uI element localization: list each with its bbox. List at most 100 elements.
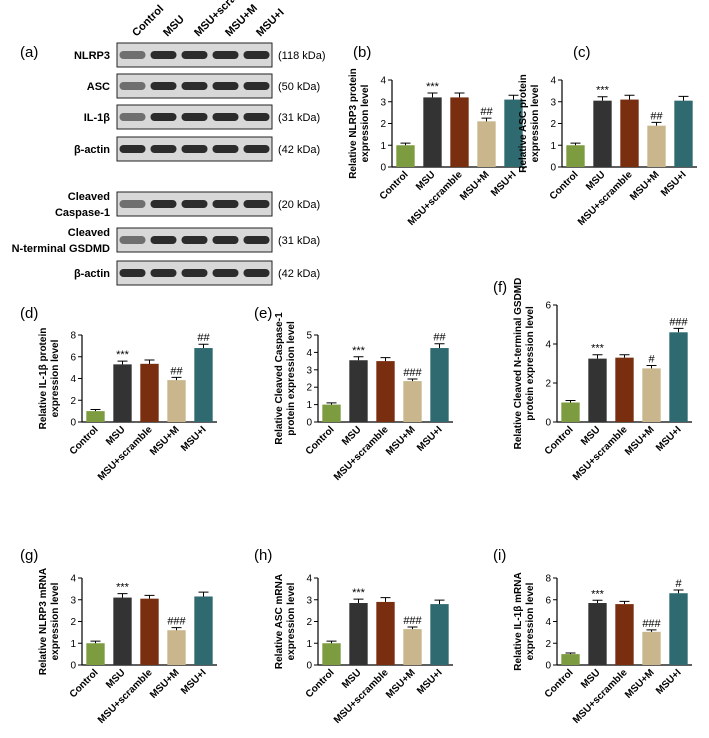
x-tick-label: MSU+M [623,667,657,701]
bar [194,348,213,422]
y-tick-label: 2 [70,617,76,628]
band [243,269,270,277]
bar-chart: (e) 0 1 2 3 4 5 Relative Cleaved Caspase-1 prote… [254,305,453,483]
error-bar [171,376,182,381]
x-tick-label: MSU+M [628,169,662,203]
y-tick-label: 2 [545,379,551,390]
error-bar [407,378,418,382]
band-size: (31 kDa) [278,112,320,124]
error-bar [400,142,411,146]
y-tick-label: 2 [550,119,556,130]
bar [588,358,607,422]
bar [86,643,105,665]
significance: ## [650,110,663,122]
y-axis-label: expression level [50,339,61,417]
error-bar [481,117,492,122]
band [181,51,208,59]
y-tick-label: 0 [550,163,556,174]
x-tick-label: MSU+M [148,424,182,458]
y-tick-label: 8 [545,574,551,585]
bar [349,360,368,422]
band-size: (20 kDa) [278,199,320,211]
band [119,113,146,121]
bar-chart: (b) 0 1 2 3 4 Relative NLRP3 protein expression… [348,44,527,228]
significance: *** [116,349,130,361]
x-tick-label: MSU [579,667,603,691]
x-tick-label: Control [543,424,576,457]
band [243,145,270,153]
bar [593,100,612,167]
x-tick-label: MSU+I [415,667,445,697]
y-tick-label: 0 [306,418,312,429]
y-tick-label: 3 [70,595,76,606]
significance: ## [170,365,183,377]
y-tick-label: 6 [70,352,76,363]
y-axis-label: expression level [360,84,371,162]
band [150,145,177,153]
error-bar [673,327,684,333]
band [212,145,239,153]
y-tick-label: 4 [550,76,556,87]
error-bar [678,95,689,101]
y-axis-label: Relative ASC protein [518,74,529,173]
band [212,113,239,121]
x-tick-label: MSU+I [654,424,684,454]
bar [674,100,693,167]
significance: ## [433,332,446,344]
band-size: (31 kDa) [278,235,320,247]
band-size: (118 kDa) [278,50,325,62]
bar [642,631,661,665]
bar [566,145,585,167]
error-bar [624,94,635,100]
row-label: IL-1β [84,112,111,124]
x-tick-label: MSU+I [415,424,445,454]
y-tick-label: 2 [70,396,76,407]
band [150,236,177,244]
error-bar [646,364,657,369]
y-tick-label: 4 [545,617,551,628]
error-bar [619,600,630,605]
panel-label: (a) [20,44,38,61]
band-size: (50 kDa) [278,81,320,93]
band [212,236,239,244]
y-tick-label: 3 [380,97,386,108]
significance: *** [591,343,605,355]
y-tick-label: 4 [306,574,312,585]
y-tick-label: 0 [70,661,76,672]
error-bar [407,626,418,630]
y-tick-label: 2 [306,383,312,394]
y-tick-label: 8 [70,331,76,342]
bar [322,643,341,665]
y-axis-label: expression level [50,582,61,660]
y-tick-label: 1 [380,141,386,152]
x-tick-label: MSU+M [148,667,182,701]
band [212,82,239,90]
band [119,236,146,244]
y-tick-label: 1 [70,639,76,650]
x-tick-label: Control [304,424,337,457]
band [243,200,270,208]
significance: ### [642,618,661,630]
bar [167,380,186,422]
significance: *** [426,81,440,93]
bar [669,593,688,665]
error-bar [565,400,576,403]
significance: # [675,578,682,590]
bar-chart: (d) 0 2 4 6 8 Relative IL-1β protein expression… [20,305,217,483]
x-tick-label: MSU [340,667,364,691]
x-tick-label: MSU+I [654,667,684,697]
significance: *** [352,345,366,357]
bar [403,629,422,665]
error-bar [380,357,391,362]
bar [620,99,639,167]
y-tick-label: 0 [70,418,76,429]
y-tick-label: 2 [380,119,386,130]
y-tick-label: 3 [550,97,556,108]
y-axis-label: expression level [525,582,536,660]
error-bar [326,640,337,644]
band [212,200,239,208]
band [181,236,208,244]
bar [322,404,341,422]
band [150,200,177,208]
y-tick-label: 0 [306,661,312,672]
